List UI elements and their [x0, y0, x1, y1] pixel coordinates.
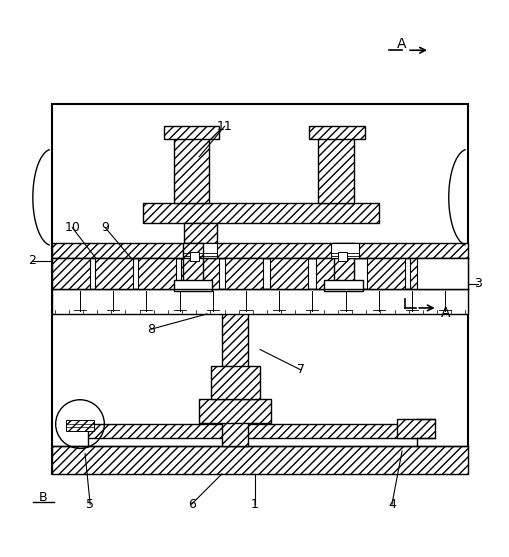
Bar	[52, 258, 94, 289]
Text: 7: 7	[296, 363, 304, 377]
Text: 4: 4	[387, 498, 395, 511]
Bar	[224, 258, 262, 289]
Bar	[183, 243, 203, 289]
Bar	[163, 126, 219, 139]
Bar	[318, 138, 353, 203]
Bar	[324, 280, 362, 291]
Bar	[210, 366, 260, 399]
Bar	[52, 243, 467, 258]
Bar	[174, 138, 209, 203]
Bar	[174, 280, 212, 291]
Bar	[199, 399, 271, 423]
Bar	[52, 258, 90, 289]
Bar	[52, 446, 467, 474]
Bar	[88, 424, 416, 438]
Text: A: A	[397, 37, 406, 51]
Text: B: B	[39, 491, 48, 504]
Bar	[181, 258, 219, 289]
Bar	[52, 289, 467, 314]
Bar	[143, 203, 379, 223]
Bar	[416, 258, 467, 289]
Text: 9: 9	[101, 221, 109, 234]
Bar	[184, 223, 216, 243]
Bar	[333, 243, 353, 289]
Bar	[138, 258, 176, 289]
Bar	[366, 258, 404, 289]
Bar	[337, 252, 347, 261]
Bar	[315, 258, 353, 289]
Text: 2: 2	[28, 254, 36, 267]
Bar	[95, 258, 133, 289]
Text: A: A	[440, 306, 449, 320]
Text: 1: 1	[250, 498, 259, 511]
Text: 3: 3	[473, 277, 481, 290]
Text: 8: 8	[147, 323, 155, 336]
Text: 10: 10	[64, 221, 80, 234]
Text: 6: 6	[187, 498, 195, 511]
Bar	[221, 306, 248, 446]
Bar	[66, 419, 94, 431]
Bar	[183, 243, 217, 258]
Bar	[308, 126, 364, 139]
Bar	[396, 419, 434, 438]
Bar	[190, 252, 199, 261]
Bar	[270, 258, 307, 289]
Bar	[52, 104, 467, 474]
Text: 5: 5	[86, 498, 94, 511]
Bar	[330, 243, 358, 258]
Text: 11: 11	[216, 120, 232, 133]
Bar	[409, 258, 447, 289]
